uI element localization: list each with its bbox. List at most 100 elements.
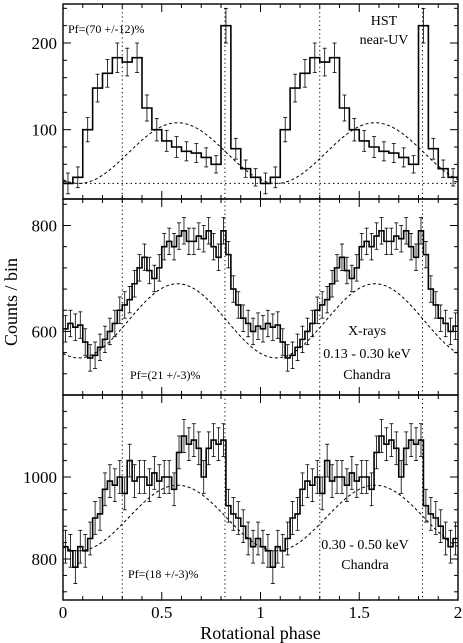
error-bar (364, 460, 369, 494)
error-bar (438, 509, 443, 543)
error-bar (211, 423, 216, 457)
y-tick-label: 1000 (23, 468, 57, 487)
error-bar (441, 159, 446, 178)
error-bar (389, 423, 394, 457)
error-bar (174, 136, 179, 158)
error-bar (164, 130, 169, 152)
error-bar (354, 464, 359, 498)
pulsed-fraction-label: Pf=(21 +/-3)% (130, 368, 201, 382)
error-bar (191, 227, 196, 256)
error-bar (362, 130, 367, 152)
error-bar (115, 42, 120, 73)
error-bar (428, 497, 433, 531)
error-bar (431, 137, 436, 160)
pulsed-fraction-label: Pf=(18 +/-3)% (128, 567, 199, 581)
error-bar (68, 309, 73, 338)
panel-annotation: near-UV (360, 33, 409, 48)
error-bar (221, 423, 226, 457)
error-bar (401, 147, 406, 168)
error-bar (214, 155, 219, 174)
error-bar (265, 534, 270, 568)
error-bar (206, 217, 211, 245)
error-bar (404, 217, 409, 245)
error-bar (107, 317, 112, 346)
error-bar (251, 529, 256, 564)
error-bar (251, 317, 256, 346)
error-bar (191, 423, 196, 457)
error-bar (157, 254, 162, 282)
error-bar (216, 243, 221, 271)
error-bar (233, 137, 238, 160)
error-bar (290, 341, 295, 369)
error-bar (196, 431, 201, 466)
x-tick-labels: 0 0.5 1 1.5 2 (59, 603, 463, 622)
error-bar (305, 317, 310, 346)
error-bar (83, 328, 88, 356)
error-bar (172, 472, 177, 507)
x-axis-label: Rotational phase (200, 623, 320, 643)
error-bar (127, 443, 132, 478)
error-bar (78, 529, 83, 564)
y-axis-label: Counts / bin (1, 258, 21, 346)
error-bar (93, 501, 98, 535)
error-bar (63, 529, 68, 564)
error-bar (201, 225, 206, 253)
error-bar (246, 521, 251, 556)
error-bar (167, 227, 172, 256)
error-bar (310, 309, 315, 338)
error-bar (167, 460, 172, 494)
error-bar (137, 460, 142, 494)
error-bar (105, 59, 110, 88)
error-bar (95, 73, 100, 103)
error-bar (320, 476, 325, 511)
error-bar (418, 423, 423, 457)
panel-bottom: 800 1000 Pf=(18 +/-3)% 0.30 - 0.50 keV Chand… (23, 394, 459, 601)
error-bar (253, 168, 258, 187)
error-bar (433, 501, 438, 535)
error-bar (117, 296, 122, 324)
error-bar (152, 264, 157, 293)
error-bar (330, 270, 335, 298)
error-bar (315, 460, 320, 494)
error-bar (409, 233, 414, 261)
error-bar (305, 464, 310, 498)
error-bar (147, 468, 152, 503)
error-bar (339, 460, 344, 494)
chart-panels: 100 200 Pf=(70 +/-12)% HST near-UV 600 800 Pf=(… (23, 3, 459, 601)
error-bar (83, 534, 88, 568)
error-bar (411, 155, 416, 174)
panel-frame (62, 394, 459, 601)
error-bar (260, 529, 265, 564)
error-bar (177, 435, 182, 470)
error-bar (335, 460, 340, 494)
error-bar (231, 497, 236, 531)
light-curve-step (63, 229, 458, 359)
error-bar (389, 227, 394, 256)
error-bar (65, 172, 70, 195)
error-bar (73, 550, 78, 584)
error-bar (399, 225, 404, 253)
error-bar (181, 419, 186, 453)
error-bar (295, 497, 300, 531)
error-bar (125, 47, 130, 77)
error-bar (68, 534, 73, 568)
error-bar (73, 313, 78, 341)
error-bar (211, 233, 216, 261)
error-bar (332, 42, 337, 73)
x-tick-label: 2 (454, 603, 463, 622)
error-bar (273, 166, 278, 189)
error-bar (98, 497, 103, 531)
error-bar (384, 427, 389, 462)
error-bar (181, 217, 186, 245)
panel-annotation: HST (371, 14, 398, 29)
error-bar (322, 47, 327, 77)
error-bar (236, 501, 241, 535)
error-bar (325, 443, 330, 478)
error-bar (342, 94, 347, 122)
error-bar (78, 311, 83, 339)
error-bar (186, 227, 191, 256)
model-curve (63, 283, 458, 359)
error-bar (344, 468, 349, 503)
error-bar (135, 42, 140, 73)
